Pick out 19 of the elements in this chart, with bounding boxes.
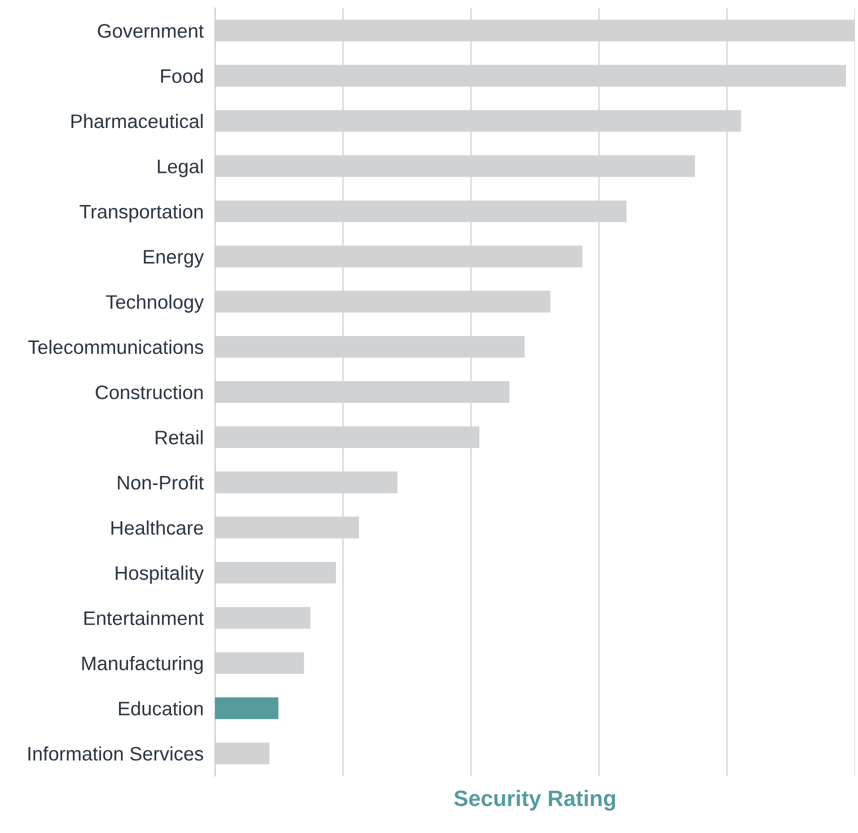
y-tick-label: Healthcare [111,520,204,535]
y-tick-label: Construction [96,384,203,400]
y-tick-label: Information Services [28,746,204,761]
y-tick-label: Legal [158,159,203,178]
y-tick-label: Manufacturing [82,656,203,674]
y-tick-label: Education [119,701,203,716]
y-tick-label: Retail [156,430,203,444]
y-tick-label: Energy [144,250,204,268]
bar [215,697,278,720]
y-tick-label: Hospitality [116,566,204,584]
y-tick-label: Telecommunications [28,340,204,354]
y-tick-label: Government [98,24,204,38]
y-tick-label: Entertainment [84,610,204,626]
y-tick-label: Technology [106,294,204,313]
y-tick-label: Non-Profit [118,475,204,490]
y-tick-label: Food [161,68,203,83]
y-tick-label: Transportation [80,204,203,222]
x-axis-title: Security Rating [454,790,616,811]
y-tick-label: Pharmaceutical [71,114,203,128]
